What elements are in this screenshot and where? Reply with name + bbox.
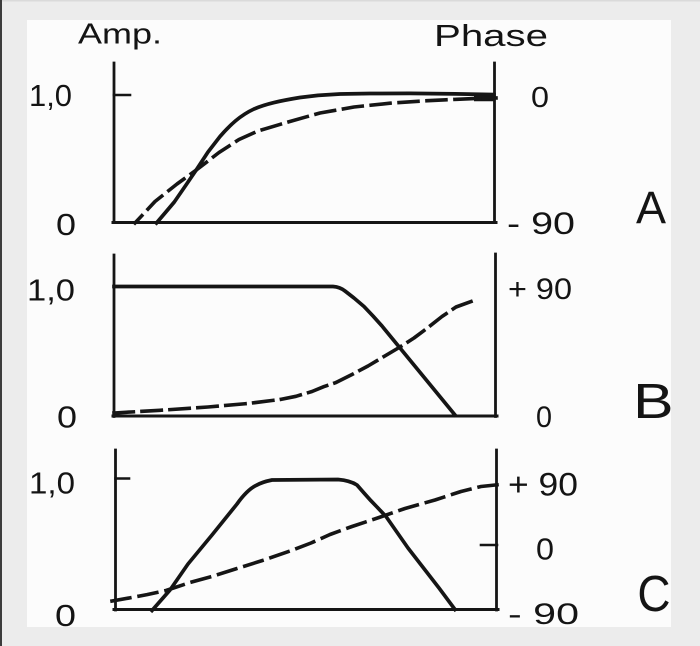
svg-text:B: B (633, 373, 674, 428)
svg-text:+ 90: + 90 (508, 467, 578, 503)
svg-text:0: 0 (55, 598, 76, 633)
svg-text:0: 0 (536, 532, 554, 567)
svg-text:0: 0 (57, 400, 77, 435)
svg-text:0: 0 (531, 82, 549, 114)
svg-text:+ 90: + 90 (508, 273, 572, 306)
svg-text:C: C (637, 566, 670, 623)
svg-text:A: A (636, 182, 666, 233)
svg-text:- 90: - 90 (507, 205, 575, 241)
svg-text:Amp.: Amp. (78, 19, 162, 51)
svg-text:1,0: 1,0 (29, 466, 75, 501)
svg-text:1,0: 1,0 (29, 79, 72, 113)
svg-text:0: 0 (56, 208, 76, 242)
svg-text:0: 0 (536, 401, 552, 434)
svg-text:1,0: 1,0 (27, 273, 75, 308)
svg-text:Phase: Phase (434, 19, 548, 53)
svg-text:- 90: - 90 (508, 598, 579, 631)
